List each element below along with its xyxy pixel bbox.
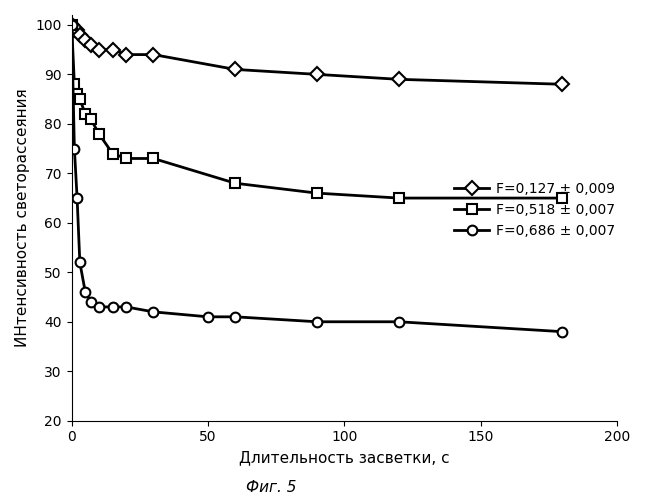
F=0,518 ± 0,007 xyxy=(313,190,321,196)
F=0,127 ± 0,009 xyxy=(108,46,116,52)
F=0,686 ± 0,007 xyxy=(108,304,116,310)
F=0,518 ± 0,007 xyxy=(81,111,89,117)
Line: F=0,518 ± 0,007: F=0,518 ± 0,007 xyxy=(67,20,567,203)
F=0,686 ± 0,007 xyxy=(232,314,239,320)
F=0,127 ± 0,009 xyxy=(313,72,321,78)
F=0,518 ± 0,007 xyxy=(395,195,402,201)
F=0,686 ± 0,007 xyxy=(74,195,81,201)
F=0,127 ± 0,009 xyxy=(395,76,402,82)
F=0,127 ± 0,009 xyxy=(70,27,78,33)
F=0,127 ± 0,009 xyxy=(232,66,239,72)
F=0,518 ± 0,007 xyxy=(150,156,157,162)
F=0,686 ± 0,007 xyxy=(95,304,103,310)
F=0,127 ± 0,009 xyxy=(76,32,84,38)
F=0,686 ± 0,007 xyxy=(559,328,566,334)
F=0,686 ± 0,007 xyxy=(204,314,212,320)
F=0,518 ± 0,007 xyxy=(70,82,78,87)
Line: F=0,686 ± 0,007: F=0,686 ± 0,007 xyxy=(67,20,567,336)
F=0,686 ± 0,007 xyxy=(395,319,402,325)
F=0,518 ± 0,007 xyxy=(232,180,239,186)
Legend: F=0,127 ± 0,009, F=0,518 ± 0,007, F=0,686 ± 0,007: F=0,127 ± 0,009, F=0,518 ± 0,007, F=0,68… xyxy=(449,176,621,243)
F=0,518 ± 0,007 xyxy=(74,91,81,97)
F=0,127 ± 0,009 xyxy=(95,46,103,52)
F=0,518 ± 0,007 xyxy=(559,195,566,201)
F=0,518 ± 0,007 xyxy=(76,96,84,102)
F=0,686 ± 0,007 xyxy=(81,289,89,295)
X-axis label: Длительность засветки, с: Длительность засветки, с xyxy=(239,450,450,465)
F=0,127 ± 0,009 xyxy=(87,42,95,48)
F=0,127 ± 0,009 xyxy=(123,52,130,58)
F=0,127 ± 0,009 xyxy=(81,36,89,43)
F=0,518 ± 0,007 xyxy=(123,156,130,162)
Text: Фиг. 5: Фиг. 5 xyxy=(246,480,296,495)
F=0,518 ± 0,007 xyxy=(108,150,116,156)
F=0,686 ± 0,007 xyxy=(150,309,157,315)
F=0,686 ± 0,007 xyxy=(313,319,321,325)
F=0,518 ± 0,007 xyxy=(68,22,75,28)
F=0,686 ± 0,007 xyxy=(76,260,84,266)
F=0,686 ± 0,007 xyxy=(68,22,75,28)
F=0,127 ± 0,009 xyxy=(68,22,75,28)
F=0,127 ± 0,009 xyxy=(74,27,81,33)
F=0,686 ± 0,007 xyxy=(87,299,95,305)
F=0,518 ± 0,007 xyxy=(87,116,95,122)
F=0,686 ± 0,007 xyxy=(123,304,130,310)
Line: F=0,127 ± 0,009: F=0,127 ± 0,009 xyxy=(67,20,567,89)
F=0,127 ± 0,009 xyxy=(150,52,157,58)
F=0,127 ± 0,009 xyxy=(559,82,566,87)
F=0,686 ± 0,007 xyxy=(70,146,78,152)
F=0,518 ± 0,007 xyxy=(95,130,103,136)
Y-axis label: ИНтенсивность светорассеяния: ИНтенсивность светорассеяния xyxy=(15,88,30,347)
